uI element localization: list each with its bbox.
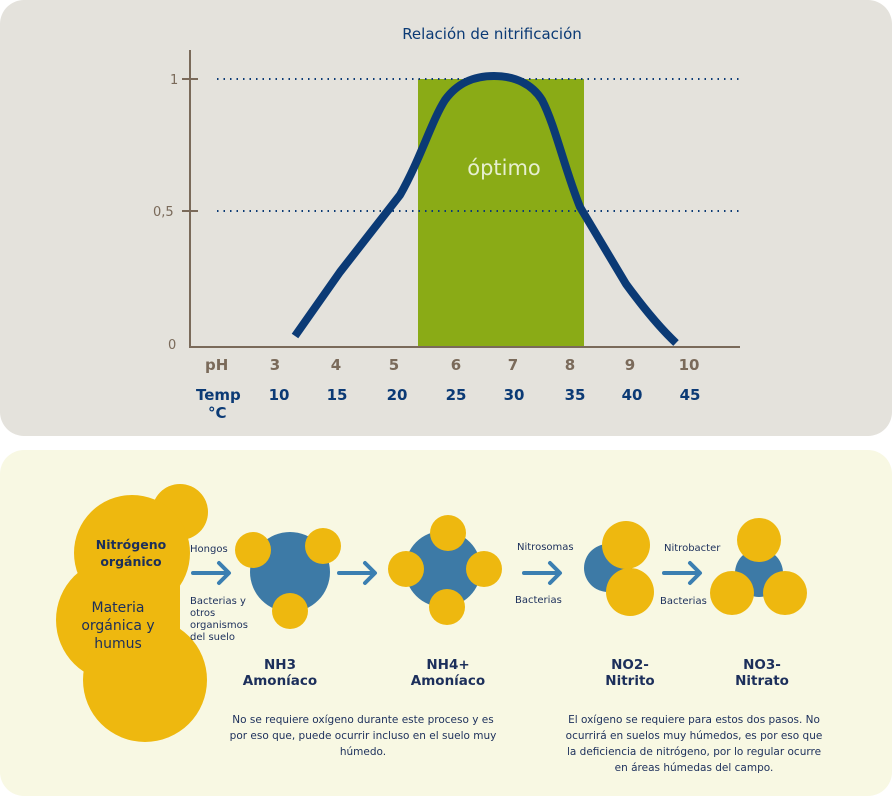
temp-ticks: 10 15 20 25 30 35 40 45 bbox=[269, 386, 701, 404]
y-tick-label-05: 0,5 bbox=[153, 205, 174, 220]
y-tick-label-1: 1 bbox=[170, 73, 178, 88]
step1-label-top: Hongos bbox=[190, 544, 228, 555]
temp-axis-label: Temp bbox=[196, 386, 241, 404]
ph-tick: 4 bbox=[331, 356, 341, 374]
note-anaerobic: No se requiere oxígeno durante este proc… bbox=[229, 714, 497, 758]
step2-label-top: Nitrosomas bbox=[517, 542, 574, 553]
temp-tick: 45 bbox=[680, 386, 701, 404]
temp-tick: 15 bbox=[327, 386, 348, 404]
temp-axis-unit: °C bbox=[208, 404, 227, 422]
source-label-organic-matter: Materia orgánica y humus bbox=[81, 600, 155, 652]
ph-axis-label: pH bbox=[205, 356, 228, 374]
nh4-name: Amoníaco bbox=[410, 673, 486, 689]
ph-tick: 5 bbox=[389, 356, 399, 374]
nh3-formula: NH3 bbox=[264, 657, 296, 673]
ph-tick: 7 bbox=[508, 356, 518, 374]
step1-label-bottom: Bacterias y otros organismos del suelo bbox=[190, 596, 248, 643]
no3-formula: NO3- bbox=[743, 657, 781, 673]
nitrification-chart: óptimo 1 0,5 0 pH 3 4 5 6 7 8 9 10 Temp … bbox=[153, 50, 740, 422]
temp-tick: 25 bbox=[446, 386, 467, 404]
ph-tick: 3 bbox=[270, 356, 280, 374]
temp-tick: 20 bbox=[387, 386, 408, 404]
temp-tick: 40 bbox=[622, 386, 643, 404]
optimal-label: óptimo bbox=[467, 156, 541, 180]
step3-label-top: Nitrobacter bbox=[664, 543, 721, 554]
temp-tick: 10 bbox=[269, 386, 290, 404]
temp-tick: 35 bbox=[565, 386, 586, 404]
nitrification-curve bbox=[291, 72, 679, 346]
ph-tick: 6 bbox=[451, 356, 461, 374]
ph-tick: 9 bbox=[625, 356, 635, 374]
no2-name: Nitrito bbox=[605, 673, 655, 689]
nh4-formula: NH4+ bbox=[426, 657, 470, 673]
nh3-name: Amoníaco bbox=[242, 673, 318, 689]
note-aerobic: El oxígeno se requiere para estos dos pa… bbox=[565, 714, 823, 774]
no2-formula: NO2- bbox=[611, 657, 649, 673]
chart-title: Relación de nitrificación bbox=[402, 25, 582, 43]
optimal-zone bbox=[418, 79, 584, 346]
temp-tick: 30 bbox=[504, 386, 525, 404]
source-label-nitrogen: Nitrógeno orgánico bbox=[95, 537, 167, 569]
y-tick-label-0: 0 bbox=[168, 338, 176, 353]
step3-label-bottom: Bacterias bbox=[660, 596, 707, 607]
ph-tick: 10 bbox=[679, 356, 700, 374]
step2-label-bottom: Bacterias bbox=[515, 595, 562, 606]
ph-tick: 8 bbox=[565, 356, 575, 374]
no3-name: Nitrato bbox=[735, 673, 789, 689]
ph-ticks: 3 4 5 6 7 8 9 10 bbox=[270, 356, 700, 374]
